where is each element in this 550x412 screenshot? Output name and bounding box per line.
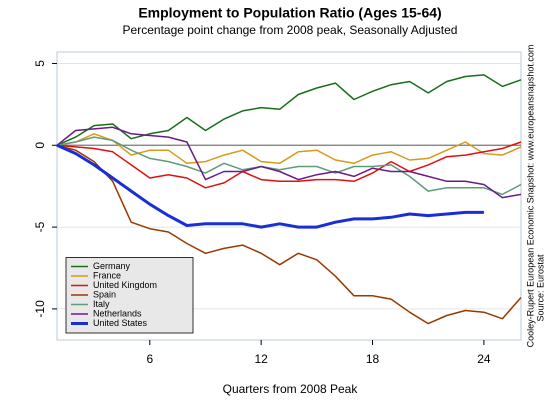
- series-line: [56, 144, 522, 325]
- x-tick-label: 24: [477, 352, 491, 366]
- source-note: Cooley-Rupert European Economic Snapshot…: [525, 45, 535, 348]
- series-line: [56, 136, 522, 196]
- legend-label: Italy: [93, 299, 110, 309]
- x-tick-label: 12: [254, 352, 268, 366]
- chart-title: Employment to Population Ratio (Ages 15-…: [138, 5, 441, 21]
- y-tick-label: -5: [33, 221, 47, 232]
- legend-label: Spain: [93, 289, 116, 299]
- series-line: [56, 126, 522, 199]
- x-axis-label: Quarters from 2008 Peak: [223, 382, 359, 396]
- y-tick-label: -10: [33, 300, 47, 318]
- chart-subtitle: Percentage point change from 2008 peak, …: [123, 23, 458, 37]
- source-note: Source: Eurostat: [535, 254, 545, 322]
- y-tick-label: 0: [33, 142, 47, 149]
- y-tick-label: 5: [33, 60, 47, 67]
- legend-label: Germany: [93, 261, 131, 271]
- legend-label: France: [93, 270, 121, 280]
- series-line: [56, 143, 484, 229]
- legend-label: United Kingdom: [93, 280, 157, 290]
- x-tick-label: 18: [366, 352, 380, 366]
- series-line: [56, 141, 522, 189]
- series-line: [56, 74, 522, 146]
- x-tick-label: 6: [146, 352, 153, 366]
- legend-label: United States: [93, 318, 148, 328]
- series-line: [56, 133, 522, 165]
- legend-label: Netherlands: [93, 308, 142, 318]
